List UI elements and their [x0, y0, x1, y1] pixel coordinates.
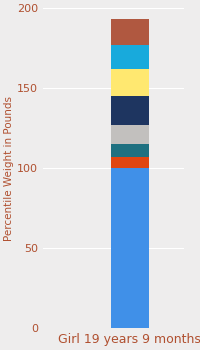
Bar: [111, 168, 149, 328]
Bar: [111, 157, 149, 168]
Bar: [111, 45, 149, 69]
Bar: [111, 69, 149, 96]
Bar: [111, 125, 149, 144]
Y-axis label: Percentile Weight in Pounds: Percentile Weight in Pounds: [4, 96, 14, 240]
Bar: [111, 144, 149, 157]
Bar: [111, 19, 149, 45]
Bar: [111, 96, 149, 125]
